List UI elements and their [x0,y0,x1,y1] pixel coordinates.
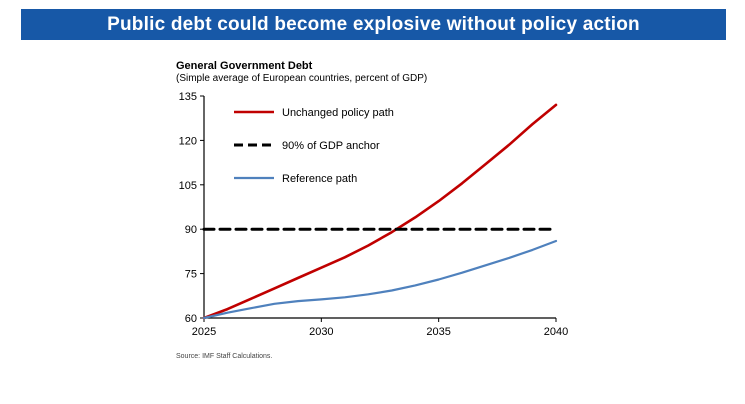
source-note: Source: IMF Staff Calculations. [176,353,273,360]
y-tick-label: 120 [179,135,197,147]
y-tick-label: 105 [179,180,197,192]
series-unchanged-policy-path [202,103,558,320]
x-tick-label: 2030 [309,326,333,338]
legend-label-90-of-gdp-anchor: 90% of GDP anchor [282,140,380,152]
chart-subtitle: (Simple average of European countries, p… [176,73,428,84]
legend-label-unchanged-policy-path: Unchanged policy path [282,107,394,119]
x-tick-label: 2035 [426,326,450,338]
y-tick-label: 135 [179,91,197,103]
slide-title: Public debt could become explosive witho… [107,13,640,35]
chart-header: General Government Debt (Simple average … [176,60,427,84]
debt-chart: 60 75 90 105 120 135 2025 2030 2035 2040 Unchanged… [179,91,569,338]
legend-label-reference-path: Reference path [282,173,357,185]
slide-title-banner: Public debt could become explosive witho… [21,9,726,40]
series-reference-path [202,239,558,320]
y-tick-label: 90 [185,224,197,236]
chart-title: General Government Debt [176,60,313,72]
y-tick-label: 60 [185,313,197,325]
x-tick-label: 2040 [544,326,568,338]
y-tick-label: 75 [185,269,197,281]
x-tick-label: 2025 [192,326,216,338]
